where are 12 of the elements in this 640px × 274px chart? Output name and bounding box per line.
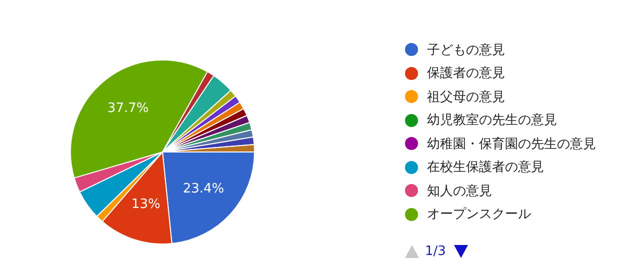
legend-label: オープンスクール	[427, 206, 531, 224]
legend-label: 祖父母の意見	[427, 88, 505, 106]
text: 1/3	[425, 244, 446, 259]
legend-label: 幼児教室の先生の意見	[427, 112, 557, 130]
data-label: 37.7%	[107, 101, 149, 116]
data-label: 13%	[131, 197, 160, 212]
legend-label: 子どもの意見	[427, 42, 505, 59]
data-label: 23.4%	[182, 181, 224, 196]
legend-label: 保護者の意見	[427, 65, 505, 82]
legend-label: 知人の意見	[427, 182, 492, 200]
legend-label: 在校生保護者の意見	[427, 159, 544, 176]
legend-label: 幼稚園・保育園の先生の意見	[427, 136, 596, 153]
